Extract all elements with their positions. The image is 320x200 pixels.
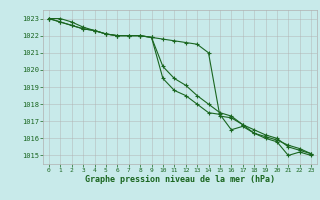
X-axis label: Graphe pression niveau de la mer (hPa): Graphe pression niveau de la mer (hPa) [85, 175, 275, 184]
